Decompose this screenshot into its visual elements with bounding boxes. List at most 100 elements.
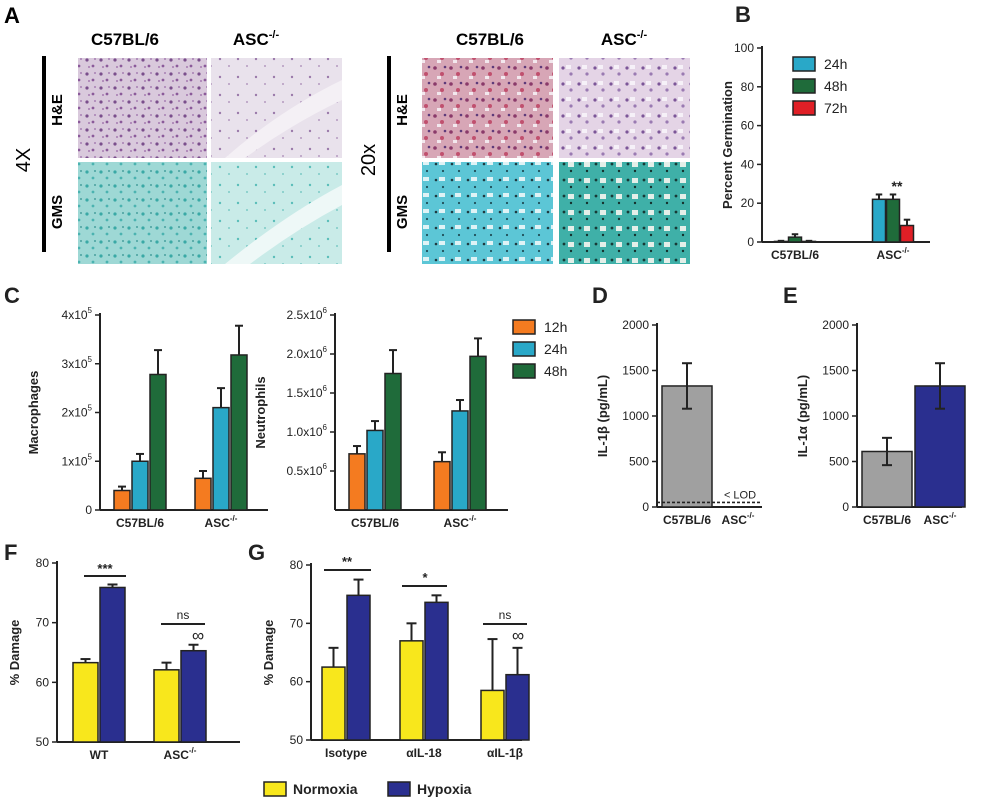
chart-panel-f: 50 60 70 80 % Damage WT ASC-/- F *** ns∞ bbox=[4, 540, 240, 762]
y-tick-label: 1x105 bbox=[62, 452, 93, 468]
significance-label: ns bbox=[177, 608, 190, 622]
panel-a-row-he-20x: H&E bbox=[394, 94, 411, 126]
y-tick-label: 60 bbox=[741, 119, 755, 133]
y-tick-label: 70 bbox=[36, 616, 50, 630]
x-tick-label: ASC-/- bbox=[924, 511, 957, 527]
significance-label: ns bbox=[499, 608, 512, 622]
x-tick-label: ASC-/- bbox=[164, 746, 197, 762]
bar bbox=[346, 594, 371, 741]
y-tick-label: 1.5x106 bbox=[287, 384, 328, 400]
micrograph-he-20x-wt bbox=[422, 58, 553, 158]
micrograph-vessel-gms-4x bbox=[225, 185, 342, 264]
panel-a-letter: A bbox=[4, 3, 20, 28]
y-tick-label: 0 bbox=[642, 500, 649, 514]
legend-swatch bbox=[512, 363, 536, 379]
panel-a-col-wt-4x: C57BL/6 bbox=[91, 30, 159, 49]
x-tick-superscript: -/- bbox=[469, 514, 477, 523]
significance-label: ** bbox=[342, 554, 353, 569]
bar bbox=[194, 477, 212, 511]
y-axis-label: Percent Germination bbox=[720, 81, 735, 209]
y-tick-label: 40 bbox=[741, 157, 755, 171]
micrograph-gms-20x-asc bbox=[559, 162, 690, 264]
y-tick-label: 50 bbox=[36, 735, 50, 749]
y-tick-label: 500 bbox=[829, 455, 849, 469]
svg-text:ASC-/-: ASC-/- bbox=[601, 29, 648, 49]
legend-normoxia-hypoxia: Normoxia Hypoxia bbox=[263, 781, 472, 797]
y-tick-label: 1.0x106 bbox=[287, 423, 328, 439]
bar bbox=[99, 586, 126, 743]
y-tick-label: 60 bbox=[36, 675, 50, 689]
y-tick-label: 50 bbox=[290, 733, 304, 747]
bar bbox=[787, 236, 803, 243]
legend-swatch bbox=[263, 781, 287, 797]
bar bbox=[113, 489, 131, 511]
y-tick-exponent: 6 bbox=[323, 423, 328, 432]
x-tick-label: C57BL/6 bbox=[771, 248, 819, 262]
y-axis-label: IL-1β (pg/mL) bbox=[595, 375, 610, 457]
chart-panel-d: 0 500 1000 1500 2000 IL-1β (pg/mL) C57BL/6 ASC-… bbox=[592, 283, 762, 527]
y-tick-label: 70 bbox=[290, 616, 304, 630]
bar bbox=[885, 198, 901, 243]
y-tick-exponent: 6 bbox=[323, 384, 328, 393]
chart-panel-e: 0 500 1000 1500 2000 IL-1α (pg/mL) C57BL/6 ASC-… bbox=[783, 283, 966, 527]
legend-swatch bbox=[792, 56, 816, 72]
x-tick-superscript: -/- bbox=[189, 746, 197, 755]
svg-text:ASC-/-: ASC-/- bbox=[233, 29, 280, 49]
legend-label: Normoxia bbox=[293, 781, 358, 797]
y-tick-label: 2000 bbox=[822, 318, 849, 332]
y-tick-label: 4x105 bbox=[62, 306, 93, 322]
panel-a-col-asc-4x-sup: -/- bbox=[269, 29, 280, 41]
lod-label: < LOD bbox=[724, 489, 756, 501]
bar bbox=[433, 460, 451, 511]
panel-a-mag-20x: 20x bbox=[358, 144, 380, 176]
x-tick-superscript: -/- bbox=[949, 511, 957, 520]
y-tick-exponent: 5 bbox=[88, 452, 93, 461]
panel-a-mag-4x: 4X bbox=[13, 148, 35, 172]
bar bbox=[149, 373, 167, 511]
legend-swatch bbox=[512, 341, 536, 357]
panel-letter: B bbox=[735, 2, 751, 27]
legend-swatch bbox=[792, 100, 816, 116]
x-tick-label: C57BL/6 bbox=[863, 513, 911, 527]
panel-letter: C bbox=[4, 283, 20, 308]
x-tick-label: Isotype bbox=[325, 746, 367, 760]
panel-a-col-wt-20x: C57BL/6 bbox=[456, 30, 524, 49]
panel-letter: D bbox=[592, 283, 608, 308]
panel-a-row-gms-20x: GMS bbox=[394, 195, 411, 229]
panel-letter: E bbox=[783, 283, 798, 308]
y-tick-exponent: 6 bbox=[323, 306, 328, 315]
bar bbox=[366, 429, 384, 511]
y-tick-label: 0 bbox=[747, 235, 754, 249]
micrograph-gms-20x-wt bbox=[422, 162, 553, 264]
bar bbox=[899, 224, 915, 243]
y-tick-label: 80 bbox=[36, 556, 50, 570]
legend-swatch bbox=[387, 781, 411, 797]
y-tick-exponent: 5 bbox=[88, 306, 93, 315]
y-axis-label: Macrophages bbox=[26, 371, 41, 455]
y-tick-label: 0 bbox=[85, 503, 92, 517]
bar bbox=[399, 640, 424, 741]
panel-a-row-he-4x: H&E bbox=[49, 94, 66, 126]
legend-label: 24h bbox=[544, 341, 567, 357]
panel-a-col-asc-20x: ASC bbox=[601, 30, 637, 49]
micrograph-he-20x-asc bbox=[559, 58, 690, 158]
bar bbox=[505, 673, 530, 741]
x-tick-label: WT bbox=[90, 748, 109, 762]
y-tick-label: 0 bbox=[842, 500, 849, 514]
chart-panel-b: 0 20 40 60 80 100 Percent Germination C57BL/6 AS… bbox=[720, 2, 930, 262]
y-tick-exponent: 5 bbox=[88, 404, 93, 413]
micrograph-he-4x-wt bbox=[78, 58, 207, 158]
y-tick-label: 3x105 bbox=[62, 355, 93, 371]
micrograph-vessel-he-4x bbox=[225, 80, 342, 158]
panel-a-col-asc-4x: ASC bbox=[233, 30, 269, 49]
y-tick-label: 0.5x106 bbox=[287, 462, 328, 478]
panel-letter: G bbox=[248, 540, 265, 565]
x-tick-superscript: -/- bbox=[747, 511, 755, 520]
x-tick-superscript: -/- bbox=[230, 514, 238, 523]
legend-swatch bbox=[512, 319, 536, 335]
chart-panel-c-neutrophils: 0.5x106 1.0x106 1.5x106 2.0x106 2.5x106 Neutr… bbox=[253, 306, 567, 530]
y-tick-label: 500 bbox=[629, 455, 649, 469]
y-tick-exponent: 5 bbox=[88, 355, 93, 364]
x-tick-label: αIL-1β bbox=[487, 746, 523, 760]
